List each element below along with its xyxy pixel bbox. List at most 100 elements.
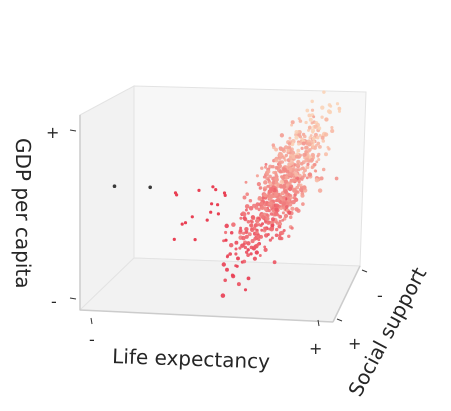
data-point [263, 227, 267, 231]
data-point [291, 154, 297, 160]
data-point [183, 221, 188, 225]
data-point [269, 226, 274, 232]
data-point [306, 162, 310, 166]
data-point [272, 260, 277, 265]
data-point [320, 135, 325, 140]
data-point [298, 119, 303, 123]
data-point [282, 201, 286, 206]
data-point [330, 128, 335, 134]
data-point [259, 234, 263, 239]
data-point [260, 166, 264, 170]
data-point [211, 185, 215, 189]
data-point [205, 218, 209, 222]
data-point [312, 163, 317, 167]
data-point [220, 293, 226, 298]
data-point [269, 212, 274, 216]
data-point [310, 165, 314, 170]
data-point [320, 115, 324, 119]
data-point [282, 185, 286, 190]
data-point [260, 222, 265, 226]
data-point [234, 240, 239, 245]
data-point [311, 145, 315, 149]
data-point [288, 162, 292, 167]
data-point [307, 172, 313, 177]
data-point [282, 228, 286, 233]
data-point [224, 238, 228, 242]
data-point [283, 179, 287, 183]
data-point [324, 152, 328, 157]
data-point [296, 159, 301, 165]
data-point [294, 135, 299, 140]
data-point [244, 204, 250, 209]
data-point [294, 154, 300, 159]
data-point [249, 223, 253, 228]
data-point [238, 246, 242, 250]
data-point [296, 148, 301, 153]
data-point [275, 221, 280, 225]
data-point [302, 171, 305, 175]
y-tick-min: - [377, 286, 383, 305]
data-point [246, 241, 251, 246]
data-point [281, 211, 285, 215]
data-point [297, 183, 301, 187]
data-point [296, 163, 301, 167]
data-point [287, 210, 292, 215]
data-point [290, 226, 294, 230]
y-tick-mark-min [361, 269, 368, 273]
data-point [257, 238, 261, 242]
data-point [309, 134, 313, 137]
y-tick-mark-max [336, 318, 343, 322]
data-point [330, 126, 334, 130]
data-point [210, 202, 214, 206]
data-point [293, 193, 297, 197]
data-point [334, 176, 339, 181]
data-point [274, 180, 279, 185]
data-point [291, 173, 296, 178]
data-point [302, 152, 307, 157]
data-point [268, 164, 273, 169]
data-point [274, 173, 278, 177]
data-point [190, 215, 194, 219]
data-point [246, 276, 251, 281]
data-point [299, 183, 303, 187]
data-point [229, 230, 234, 235]
data-point [172, 237, 176, 241]
data-point [253, 237, 257, 241]
data-point [242, 242, 246, 246]
data-point [243, 217, 248, 222]
data-point [271, 180, 276, 185]
data-point [307, 139, 311, 143]
data-point [320, 105, 325, 110]
data-point [294, 129, 299, 135]
data-point [315, 160, 319, 164]
data-point [264, 162, 268, 166]
data-point [258, 254, 262, 257]
data-point [281, 218, 285, 222]
data-point [248, 199, 253, 203]
data-point [297, 142, 301, 146]
data-point [234, 247, 238, 251]
data-point [223, 193, 227, 197]
data-point [250, 239, 255, 244]
data-point [244, 180, 248, 184]
data-point [307, 125, 312, 130]
data-point [250, 227, 254, 231]
data-point [271, 165, 275, 169]
data-point [263, 193, 268, 198]
data-point [272, 195, 276, 198]
data-point [305, 165, 310, 170]
data-point [250, 215, 256, 220]
z-tick-min: - [51, 292, 57, 311]
data-point [281, 176, 286, 181]
data-point [317, 126, 322, 131]
data-point [234, 264, 238, 268]
z-axis-title: GDP per capita [11, 138, 35, 289]
data-point [282, 196, 286, 200]
data-point [224, 223, 229, 229]
data-point [226, 254, 230, 258]
data-point [282, 167, 288, 173]
data-point [274, 192, 279, 197]
scatter-points [112, 90, 342, 298]
data-point [297, 179, 301, 183]
data-point [285, 205, 289, 209]
